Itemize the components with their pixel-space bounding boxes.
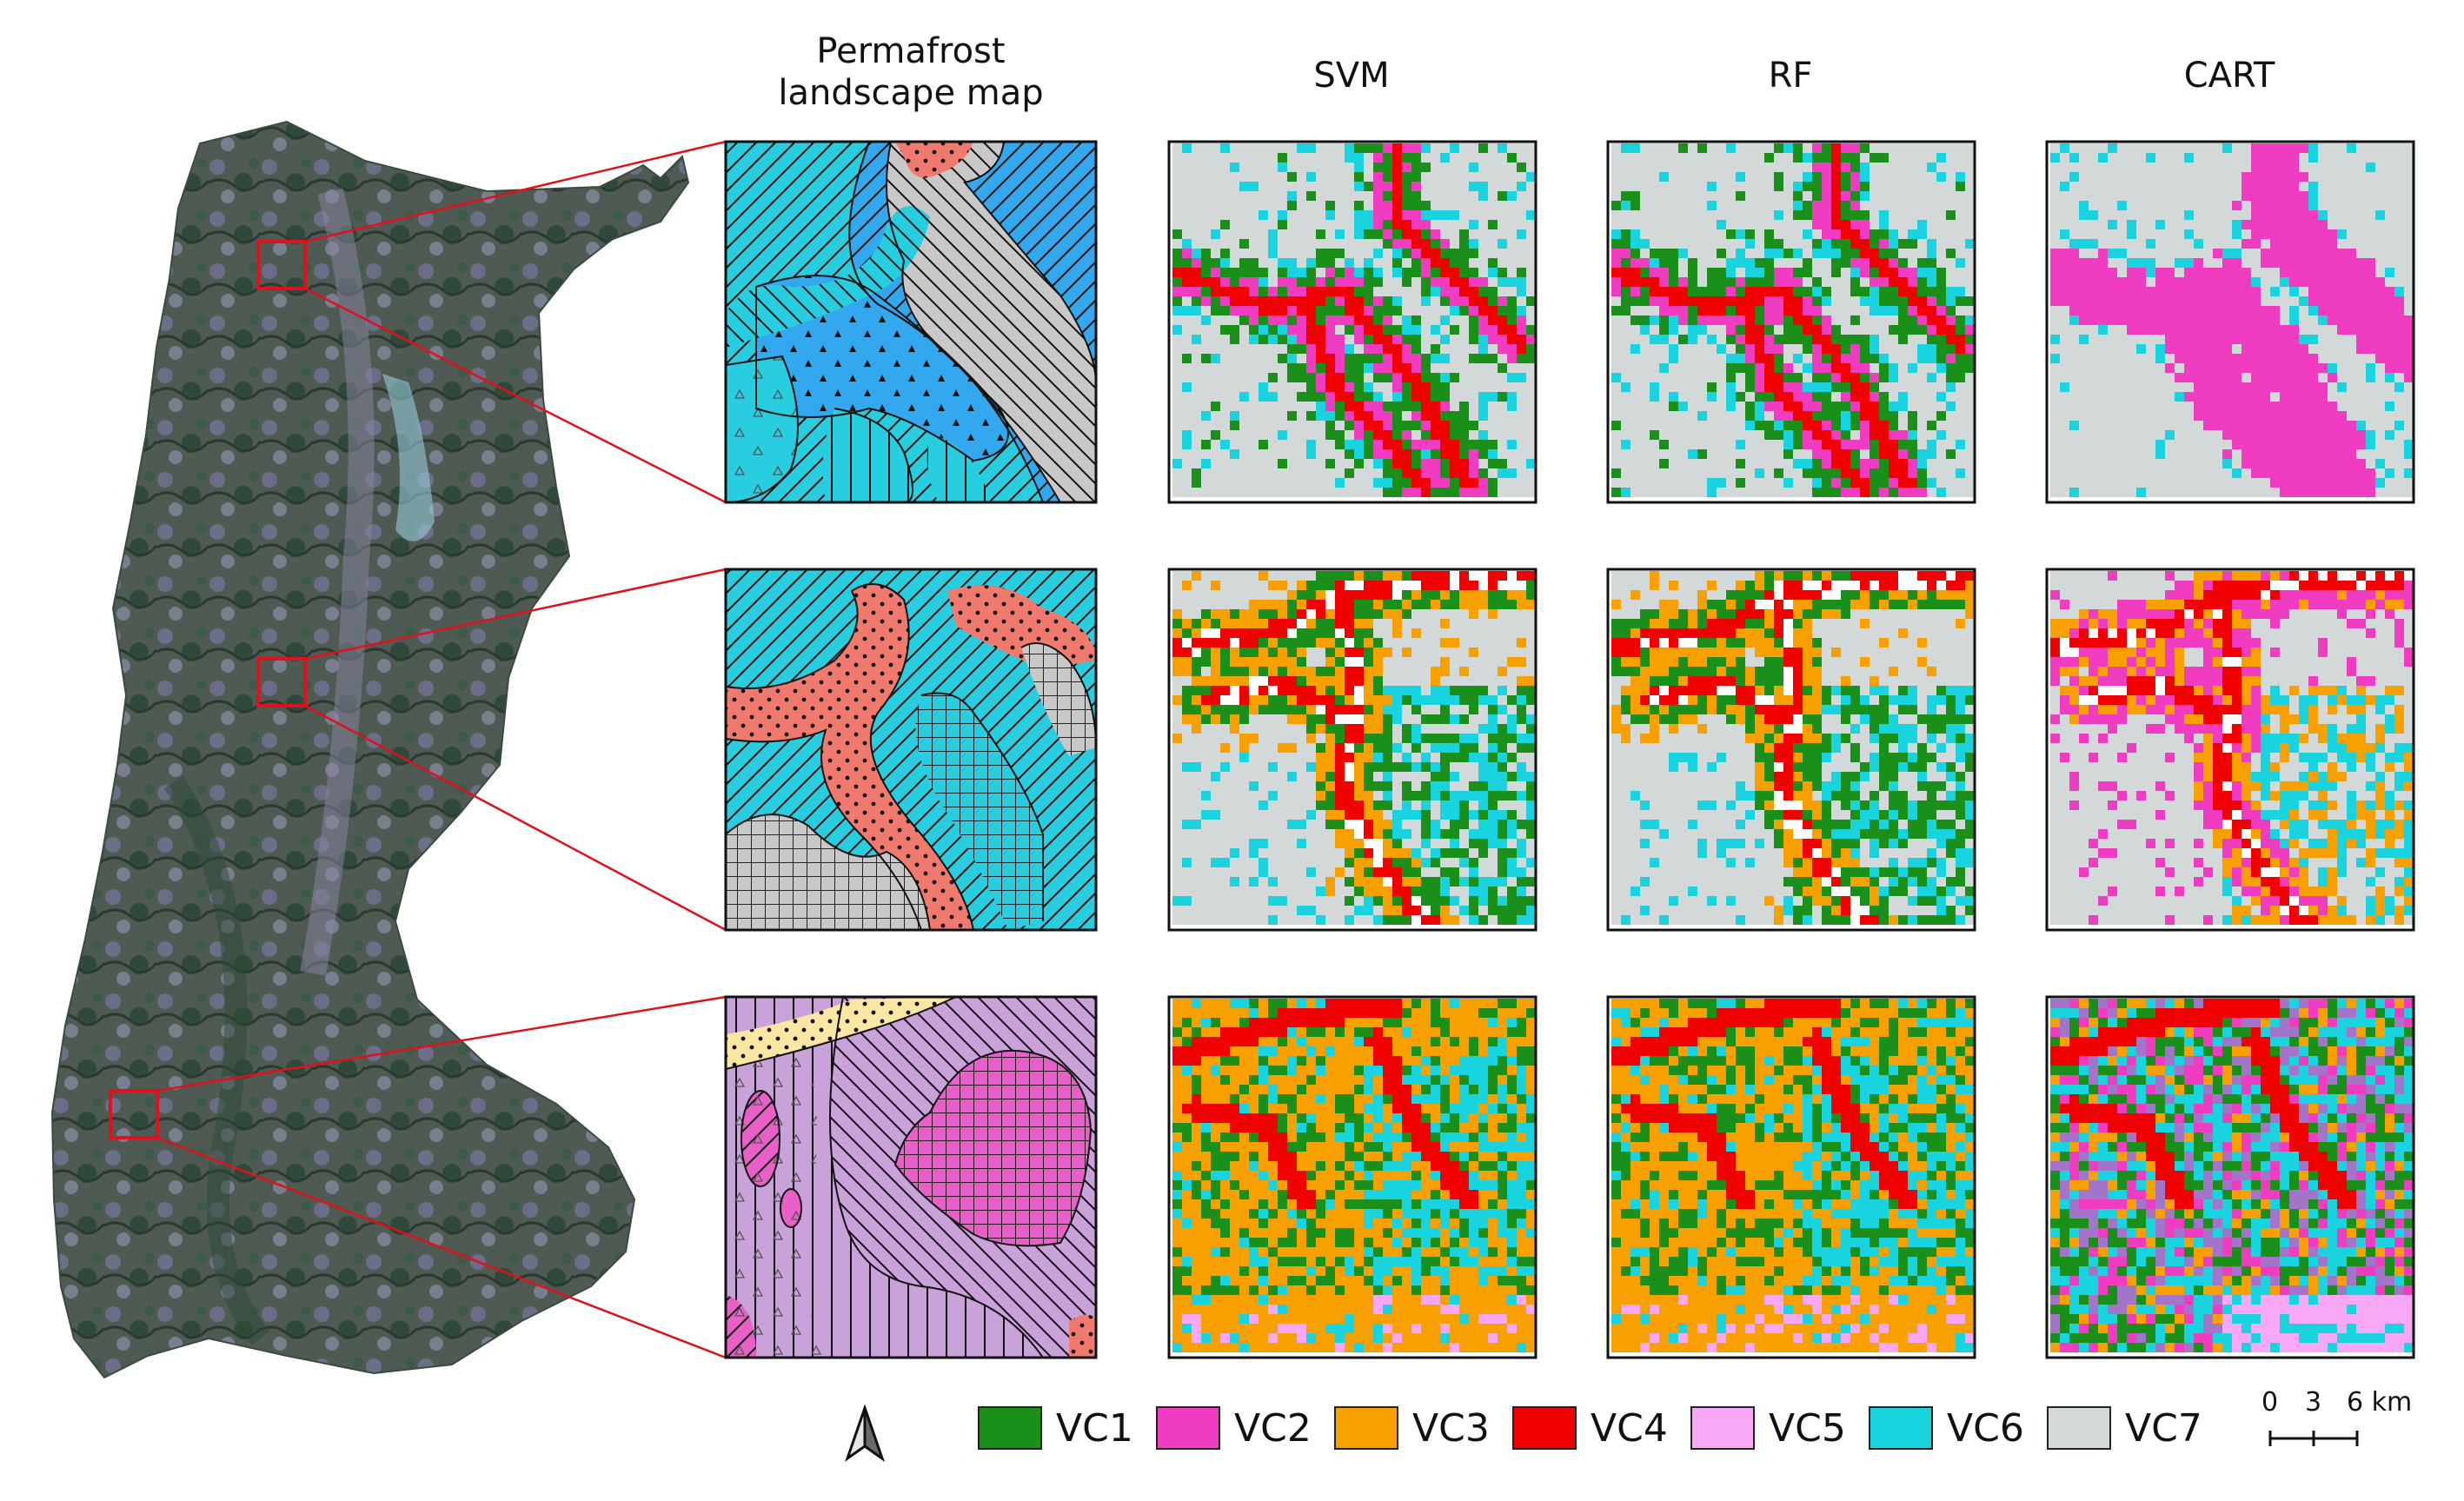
- satellite-region-shape: [52, 122, 688, 1378]
- classified-map-cart-row3: [2047, 997, 2414, 1358]
- classified-map-rf-row3: [1608, 997, 1975, 1358]
- legend-label-vc1: VC1: [1056, 1406, 1133, 1451]
- legend-swatch-vc6: [1869, 1406, 1933, 1450]
- title-rf: RF: [1608, 56, 1973, 96]
- legend-swatch-vc3: [1334, 1406, 1398, 1450]
- legend-swatch-vc1: [978, 1406, 1042, 1450]
- legend-vc3: VC3: [1334, 1405, 1490, 1451]
- legend-vc2: VC2: [1156, 1405, 1312, 1451]
- legend-label-vc3: VC3: [1412, 1406, 1490, 1451]
- classified-maps: [1169, 142, 2414, 1358]
- classified-map-svm-row2: [1169, 569, 1536, 930]
- classified-map-rf-row2: [1608, 569, 1975, 930]
- legend-vc4: VC4: [1512, 1405, 1668, 1451]
- title-permafrost-line2: landscape map: [737, 73, 1085, 113]
- permafrost-map-row2: [726, 569, 1096, 930]
- legend-swatch-vc2: [1156, 1406, 1220, 1450]
- title-svm: SVM: [1169, 56, 1534, 96]
- legend-swatch-vc7: [2047, 1406, 2111, 1450]
- scale-label-3: 3: [2305, 1387, 2321, 1418]
- scale-label-0: 0: [2261, 1387, 2278, 1418]
- permafrost-map-row3: [726, 997, 1096, 1358]
- title-permafrost-line1: Permafrost: [737, 31, 1085, 71]
- legend-swatch-vc4: [1512, 1406, 1577, 1450]
- legend-vc5: VC5: [1690, 1405, 1846, 1451]
- legend-label-vc5: VC5: [1769, 1406, 1846, 1451]
- scale-bar: [2270, 1431, 2357, 1446]
- north-arrow-icon: [847, 1408, 882, 1458]
- satellite-overview-map: [52, 122, 688, 1378]
- legend-vc7: VC7: [2047, 1405, 2202, 1451]
- legend-label-vc7: VC7: [2125, 1406, 2202, 1451]
- legend-vc1: VC1: [978, 1405, 1133, 1451]
- classified-map-svm-row3: [1169, 997, 1536, 1358]
- permafrost-map-row1: [726, 142, 1096, 502]
- legend-label-vc2: VC2: [1234, 1406, 1312, 1451]
- scale-label-6km: 6 km: [2347, 1387, 2412, 1418]
- title-cart: CART: [2047, 56, 2412, 96]
- classified-map-cart-row2: [2047, 569, 2414, 930]
- legend-label-vc4: VC4: [1591, 1406, 1668, 1451]
- legend-label-vc6: VC6: [1947, 1406, 2024, 1451]
- legend-vc6: VC6: [1869, 1405, 2024, 1451]
- legend-swatch-vc5: [1690, 1406, 1755, 1450]
- classified-map-cart-row1: [2047, 142, 2414, 502]
- classified-map-rf-row1: [1608, 142, 1975, 502]
- classified-map-svm-row1: [1169, 142, 1536, 502]
